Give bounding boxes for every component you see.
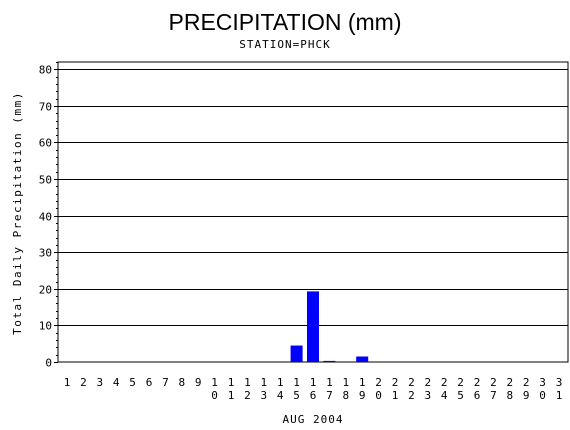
x-tick-label: 5 bbox=[129, 376, 136, 389]
x-tick-label: 4 bbox=[113, 376, 120, 389]
chart-title: PRECIPITATION (mm) bbox=[169, 9, 402, 35]
y-tick-label: 60 bbox=[39, 137, 52, 150]
y-tick-label: 70 bbox=[39, 101, 52, 114]
y-tick-label: 30 bbox=[39, 247, 52, 260]
y-tick-label: 20 bbox=[39, 284, 52, 297]
y-tick-label: 0 bbox=[45, 357, 52, 370]
x-tick-label: 9 bbox=[195, 376, 202, 389]
x-tick-label: 7 bbox=[162, 376, 169, 389]
y-tick-label: 40 bbox=[39, 211, 52, 224]
bar-day-17 bbox=[323, 360, 336, 362]
x-tick-label: 6 bbox=[146, 376, 153, 389]
y-tick-label: 10 bbox=[39, 320, 52, 333]
x-tick-label: 2 bbox=[80, 376, 87, 389]
x-tick-label: 8 bbox=[178, 376, 185, 389]
bar-day-16 bbox=[307, 291, 319, 362]
x-axis-label: AUG 2004 bbox=[283, 413, 344, 426]
bar-day-15 bbox=[290, 345, 303, 362]
y-tick-label: 50 bbox=[39, 174, 52, 187]
y-tick-label: 80 bbox=[39, 64, 52, 77]
bar-day-19 bbox=[356, 356, 369, 362]
chart-subtitle: STATION=PHCK bbox=[239, 38, 330, 51]
y-axis-label: Total Daily Precipitation (mm) bbox=[11, 91, 24, 335]
x-tick-label: 1 bbox=[64, 376, 71, 389]
x-tick-label: 3 bbox=[96, 376, 103, 389]
